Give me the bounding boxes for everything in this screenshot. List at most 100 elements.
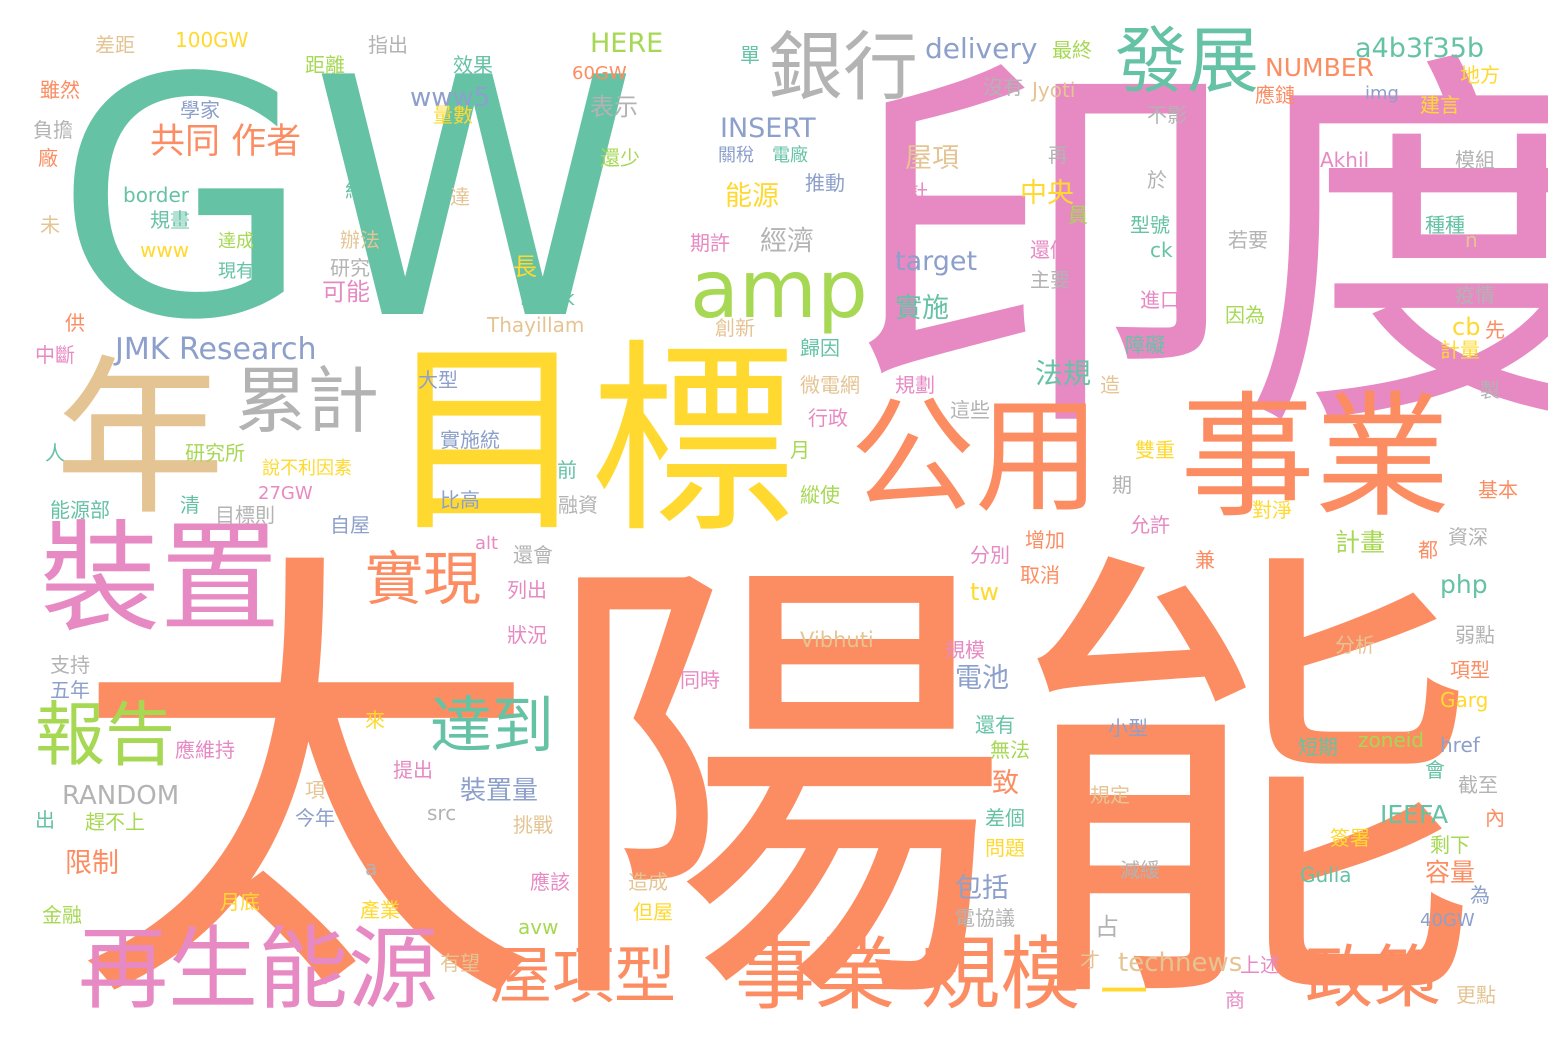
word: 還個	[1030, 238, 1070, 262]
word: 雙重	[1135, 438, 1175, 462]
word: 上述	[1240, 953, 1280, 977]
word: target	[895, 246, 978, 277]
word: 指出	[368, 33, 408, 57]
word: 差個	[985, 806, 1025, 830]
word: 銀行	[768, 23, 919, 111]
word: 距離	[305, 53, 345, 77]
word: JMK Research	[115, 332, 317, 367]
word: 規畫	[150, 208, 190, 232]
word: 分別	[970, 543, 1010, 567]
word: 還會	[513, 543, 553, 567]
word: 差距	[95, 33, 135, 57]
word: 占	[1095, 913, 1119, 941]
word: 屋項型	[490, 939, 677, 1012]
word: INSERT	[720, 113, 816, 144]
word: 大型	[418, 368, 458, 392]
word: 年	[55, 341, 226, 539]
word: 才	[1080, 948, 1100, 972]
word: 報告	[35, 694, 175, 776]
word: 簽署	[1330, 826, 1370, 850]
word: 表示	[590, 93, 638, 121]
word: 無法	[990, 738, 1030, 762]
word: 還少	[600, 146, 640, 170]
word: 計畫	[1335, 528, 1386, 557]
word: 再	[1048, 143, 1068, 167]
word: 學家	[180, 98, 220, 122]
word: 月底	[220, 890, 260, 914]
word: 規定	[1090, 783, 1130, 807]
word: 限制	[65, 848, 119, 879]
word: n	[1465, 228, 1478, 252]
word: 達	[450, 185, 470, 209]
word: 項型	[1450, 658, 1490, 682]
word: Jyoti	[1032, 78, 1076, 102]
word: 狀況	[507, 623, 547, 647]
word: 兼	[1195, 548, 1215, 572]
word: 月	[790, 438, 810, 462]
word: 更點	[1456, 983, 1496, 1007]
word: 裝置	[40, 510, 280, 649]
word: 型號	[1130, 213, 1170, 237]
word: 實現	[365, 545, 482, 613]
word: 分析	[1335, 633, 1375, 657]
word: technews	[1118, 948, 1243, 978]
word: 但屋	[633, 900, 673, 924]
word: 融資	[558, 493, 598, 517]
word: alt	[475, 533, 499, 554]
word: 這些	[950, 398, 990, 422]
word: 能源部	[50, 498, 110, 522]
word: Akhil	[1320, 148, 1370, 172]
word: 主要	[1030, 268, 1070, 292]
word: 現有	[218, 261, 254, 282]
word: 離	[195, 688, 215, 712]
word: 微電網	[800, 373, 860, 397]
word: 地方	[1460, 63, 1500, 87]
word: 一致	[965, 768, 1019, 799]
word: 電廠	[772, 145, 808, 166]
word: RANDOM	[62, 781, 180, 811]
word: 說不利因素	[262, 458, 352, 479]
word: 累計	[235, 359, 380, 443]
word: 不影	[1147, 103, 1187, 127]
word: 長	[513, 253, 537, 281]
word: 於	[1147, 168, 1167, 192]
word: 電協議	[955, 906, 1015, 930]
word: 先	[1485, 318, 1505, 342]
word: 因為	[1225, 303, 1265, 327]
word: 截至	[1458, 773, 1498, 797]
word: 種種	[1425, 213, 1465, 237]
word: delivery	[925, 32, 1038, 65]
word: 法規	[1035, 357, 1092, 390]
word: 產業	[360, 898, 400, 922]
word: 前	[557, 458, 577, 482]
word: HERE	[590, 28, 664, 59]
word: 創新	[715, 316, 755, 340]
word: 縱使	[800, 483, 840, 507]
word: 小型	[1108, 716, 1148, 740]
word: 造成	[628, 870, 668, 894]
word: 金融	[42, 903, 82, 927]
word: 商	[1225, 988, 1245, 1012]
word: 實施統	[440, 428, 500, 452]
word: 中斷	[35, 343, 75, 367]
word: 允許	[1130, 513, 1170, 537]
word: 應鏈	[1255, 83, 1295, 107]
word: 提出	[393, 758, 433, 782]
word: 印度	[845, 22, 1548, 482]
word: 預計	[888, 180, 928, 204]
word: IEEFA	[1380, 800, 1449, 829]
word: 期	[1112, 473, 1132, 497]
word: 沒有	[983, 75, 1023, 99]
word: Vibhuti	[800, 628, 874, 652]
word: GW	[55, 8, 638, 392]
word: img	[1365, 83, 1399, 104]
word: 期許	[690, 231, 730, 255]
word: 單	[740, 43, 760, 67]
word: src	[427, 801, 457, 825]
word: 都	[1418, 538, 1438, 562]
word: 計量	[1440, 338, 1480, 362]
word: 屋項	[905, 143, 959, 174]
word: 太陽能	[70, 516, 1480, 1063]
word: 辦法	[340, 228, 380, 252]
word: 疫情	[1455, 283, 1495, 307]
